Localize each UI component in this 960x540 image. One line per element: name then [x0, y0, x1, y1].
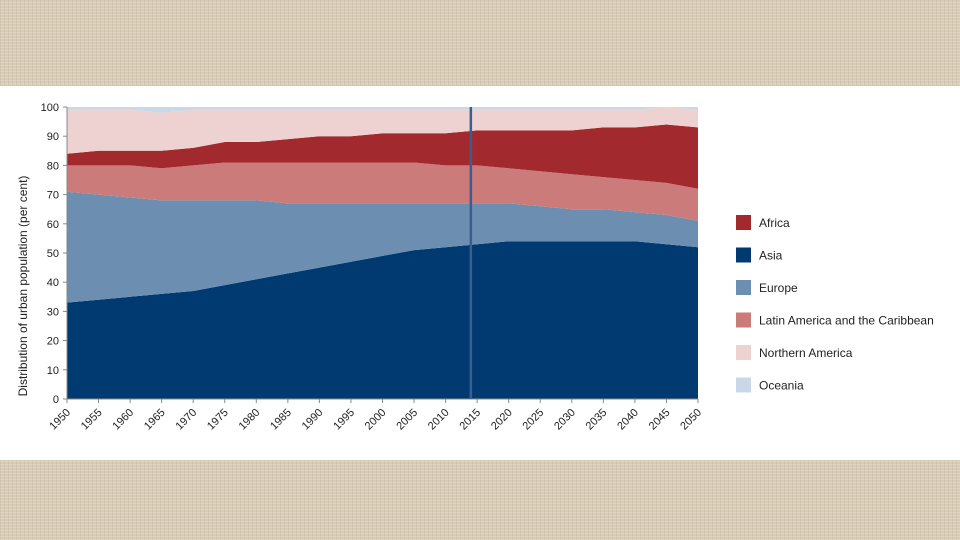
x-tick-label-2010: 2010 — [426, 407, 452, 433]
x-tick-label-1975: 1975 — [205, 407, 231, 433]
y-tick-label-60: 60 — [47, 219, 59, 231]
legend-swatch-oceania — [736, 377, 751, 393]
decorative-bottom-band — [0, 460, 960, 540]
x-tick-label-1955: 1955 — [79, 407, 105, 433]
x-tick-label-2025: 2025 — [521, 407, 547, 433]
legend-swatch-europe — [736, 280, 751, 295]
y-tick-label-40: 40 — [47, 277, 59, 289]
area-latin-america-and-the-caribbean — [67, 162, 698, 221]
x-tick-label-2040: 2040 — [615, 407, 641, 433]
x-tick-label-2005: 2005 — [394, 407, 420, 433]
x-tick-label-1950: 1950 — [47, 407, 73, 433]
y-tick-label-0: 0 — [53, 394, 59, 406]
y-tick-label-50: 50 — [47, 248, 59, 260]
legend-label-europe: Europe — [759, 281, 798, 295]
area-oceania — [67, 107, 698, 113]
legend-swatch-latin-america-and-the-caribbean — [736, 312, 751, 328]
x-tick-label-2030: 2030 — [552, 407, 578, 433]
y-tick-label-30: 30 — [47, 306, 59, 318]
legend-swatch-africa — [736, 215, 751, 230]
x-tick-label-2045: 2045 — [647, 407, 673, 433]
x-tick-label-1965: 1965 — [142, 407, 168, 433]
x-tick-label-1960: 1960 — [110, 407, 136, 433]
x-tick-label-1995: 1995 — [331, 407, 357, 433]
x-tick-label-1985: 1985 — [268, 407, 294, 433]
x-tick-label-2050: 2050 — [678, 407, 704, 433]
x-tick-label-2035: 2035 — [584, 407, 610, 433]
y-axis-label: Distribution of urban population (per ce… — [16, 176, 30, 397]
area-asia — [67, 241, 698, 399]
chart-panel: 0 10 20 30 40 50 60 70 80 90 100 1950 1955 1960 1965 19… — [0, 86, 960, 460]
legend-swatch-asia — [736, 247, 751, 263]
y-tick-label-20: 20 — [47, 336, 59, 348]
legend-label-oceania: Oceania — [759, 379, 804, 393]
area-northern-america — [67, 107, 698, 154]
y-tick-label-100: 100 — [41, 102, 59, 114]
x-tick-label-1990: 1990 — [300, 407, 326, 433]
legend-swatch-northern-america — [736, 345, 751, 360]
x-tick-label-2015: 2015 — [457, 407, 483, 433]
legend-label-asia: Asia — [759, 249, 783, 263]
x-tick-label-2000: 2000 — [363, 407, 389, 433]
x-tick-label-2020: 2020 — [489, 407, 515, 433]
legend-label-africa: Africa — [759, 216, 790, 230]
y-tick-label-80: 80 — [47, 160, 59, 172]
y-tick-label-90: 90 — [47, 131, 59, 143]
areas-layer — [67, 107, 698, 399]
x-tick-label-1980: 1980 — [237, 407, 263, 433]
legend-label-northern-america: Northern America — [759, 346, 853, 360]
y-tick-label-70: 70 — [47, 190, 59, 202]
area-africa — [67, 124, 698, 189]
decorative-top-band — [0, 0, 960, 86]
x-tick-label-1970: 1970 — [174, 407, 200, 433]
y-tick-label-10: 10 — [47, 365, 59, 377]
legend-label-latin-america-and-the-caribbean: Latin America and the Caribbean — [759, 314, 934, 328]
legend: Africa Asia Europe Latin America and the Ca… — [736, 215, 934, 393]
area-europe — [67, 191, 698, 303]
